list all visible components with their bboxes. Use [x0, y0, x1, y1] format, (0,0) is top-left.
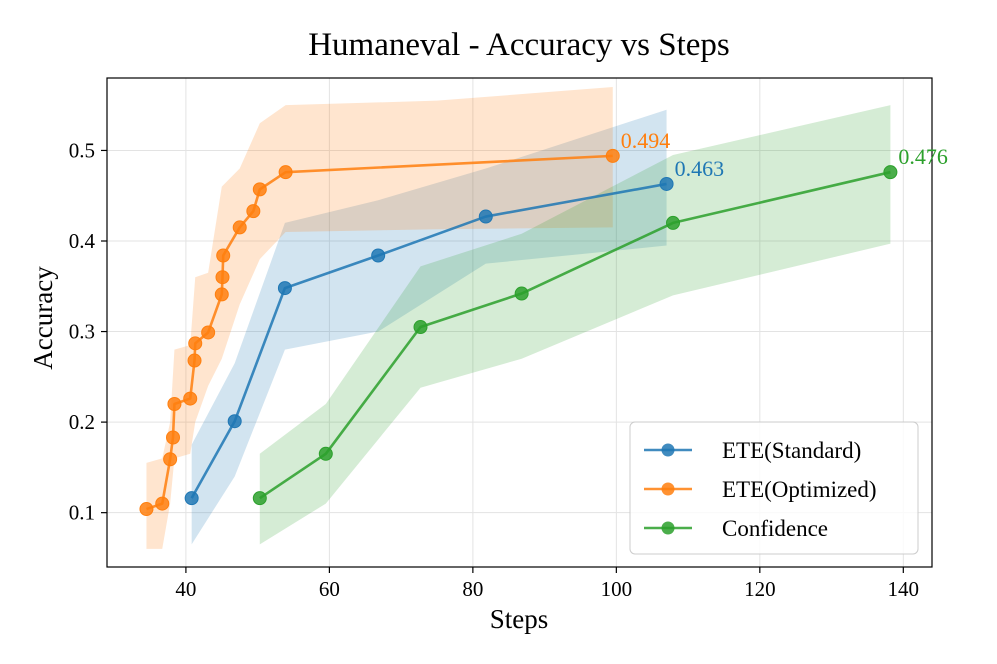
ete-optimized-point: [167, 397, 182, 411]
ete-standard-band: [191, 109, 667, 545]
plot-frame: [106, 77, 933, 568]
x-tick-label: 140: [888, 577, 920, 601]
ete-optimized-point: [139, 502, 154, 517]
ete-optimized-end-label: 0.494: [621, 128, 671, 153]
series-points: [139, 148, 898, 517]
ete-standard-legend-label: ETE(Standard): [722, 438, 861, 463]
chart-title: Humaneval - Accuracy vs Steps: [308, 27, 730, 63]
legend-box: [629, 421, 919, 555]
axis-ticks: 40 60 80 100 120 140 0.1 0.2 0.3 0.4 0.5: [69, 138, 919, 601]
y-tick-label: 0.1: [69, 501, 95, 525]
legend: ETE(Standard) ETE(Optimized) Confidence: [629, 421, 919, 555]
x-axis-label: Steps: [490, 604, 549, 634]
ete-optimized-point: [183, 391, 198, 406]
ete-standard-end-label: 0.463: [675, 156, 725, 181]
confidence-point: [514, 286, 529, 301]
ete-standard-point: [659, 176, 674, 191]
x-tick-label: 120: [744, 577, 776, 601]
x-tick-label: 40: [175, 577, 196, 601]
ete-optimized-point: [246, 204, 261, 219]
ete-standard-line: [190, 182, 667, 499]
ete-standard-point: [478, 209, 493, 224]
confidence-point: [252, 491, 267, 506]
ete-optimized-point: [163, 452, 178, 467]
ete-standard-point: [277, 281, 292, 296]
ete-standard-point: [184, 491, 199, 506]
ete-optimized-point: [187, 353, 202, 368]
y-axis-label: Accuracy: [28, 266, 58, 370]
ete-optimized-point: [155, 496, 170, 511]
ete-optimized-band: [146, 87, 613, 549]
ete-optimized-legend-marker: [661, 482, 675, 496]
x-tick-label: 100: [601, 577, 633, 601]
ete-standard-point: [371, 248, 386, 263]
ete-optimized-point: [166, 430, 180, 445]
ete-optimized-point: [201, 325, 216, 340]
confidence-line: [259, 170, 891, 500]
confidence-point: [666, 215, 681, 230]
ete-optimized-point: [278, 165, 293, 180]
ete-optimized-legend-label: ETE(Optimized): [722, 477, 877, 502]
x-tick-label: 80: [462, 577, 483, 601]
y-tick-label: 0.4: [69, 229, 96, 253]
confidence-legend-label: Confidence: [722, 516, 828, 541]
confidence-bands: [146, 87, 891, 549]
ete-optimized-point: [232, 220, 247, 235]
ete-optimized-point: [214, 287, 229, 302]
ete-optimized-point: [188, 336, 203, 351]
y-tick-label: 0.5: [69, 138, 95, 162]
confidence-band: [259, 105, 891, 545]
confidence-point: [318, 446, 333, 461]
ete-optimized-point: [605, 148, 620, 163]
confidence-legend-marker: [661, 521, 675, 535]
ete-optimized-point: [215, 270, 230, 285]
x-tick-label: 60: [319, 577, 340, 601]
y-tick-label: 0.2: [69, 410, 95, 434]
y-tick-label: 0.3: [69, 320, 95, 344]
ete-standard-legend-marker: [661, 443, 675, 457]
ete-optimized-point: [216, 248, 231, 263]
ete-optimized-point: [252, 182, 267, 197]
ete-standard-point: [227, 414, 242, 429]
confidence-end-label: 0.476: [898, 144, 948, 169]
confidence-point: [413, 320, 428, 335]
confidence-point: [883, 165, 898, 180]
